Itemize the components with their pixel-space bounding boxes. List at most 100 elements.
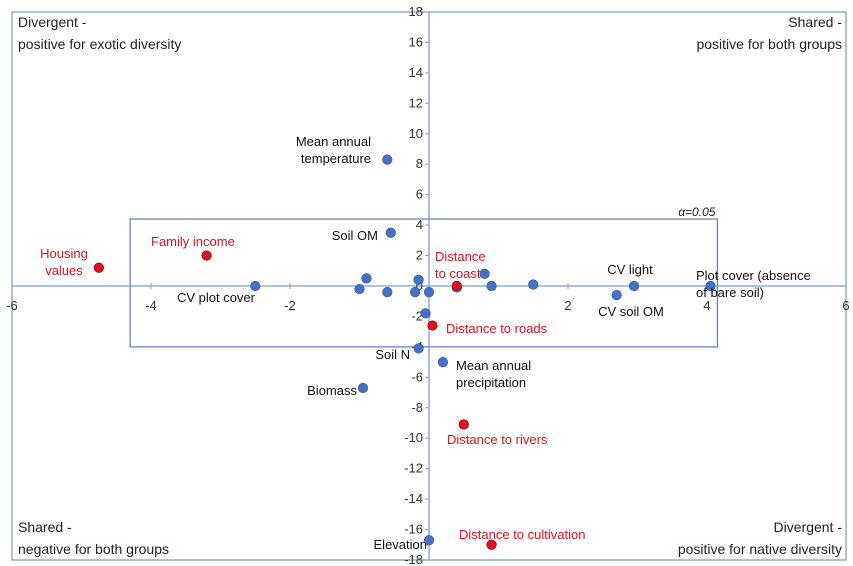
data-point: [93, 262, 104, 273]
x-tick-label: 2: [564, 298, 571, 313]
data-point: [354, 283, 365, 295]
data-point: [427, 320, 438, 331]
y-tick-label: 14: [409, 65, 423, 80]
y-tick-label: 0: [416, 278, 423, 293]
point-label: CV plot cover: [177, 290, 256, 305]
data-point: [357, 382, 369, 394]
data-point: [382, 154, 393, 165]
point-label: Distance to cultivation: [459, 527, 585, 542]
point-label: Soil OM: [332, 228, 378, 243]
quadrant-bottom-left-line1: Shared -: [18, 519, 72, 535]
point-label-line: Distance to rivers: [447, 432, 548, 447]
y-tick-label: 12: [409, 95, 423, 110]
y-tick-label: -16: [404, 522, 423, 537]
point-label-line: Plot cover (absence: [696, 268, 811, 283]
y-tick-label: -6: [411, 369, 423, 384]
point-label-line: values: [45, 263, 83, 278]
point-label-line: Housing: [40, 246, 88, 261]
point-label: Elevation: [374, 537, 427, 552]
point-label-line: Soil OM: [332, 228, 378, 243]
x-tick-label: 6: [842, 298, 849, 313]
quadrant-top-right-line2: positive for both groups: [696, 36, 842, 52]
data-point: [458, 419, 469, 430]
data-point: [250, 280, 261, 292]
data-point: [385, 227, 396, 238]
quadrant-bottom-right-line1: Divergent -: [774, 519, 843, 535]
x-tick-label: -6: [6, 298, 18, 313]
point-label: Mean annual temperature: [296, 134, 371, 166]
point-label: Mean annual precipitation: [456, 358, 531, 390]
x-tick-label: 4: [703, 298, 710, 313]
point-label: Family income: [151, 234, 235, 249]
data-point: [705, 280, 716, 292]
point-label: Soil N: [375, 347, 410, 362]
point-label-line: Family income: [151, 234, 235, 249]
point-label-line: CV soil OM: [598, 304, 664, 319]
data-point: [410, 286, 421, 298]
point-label: Distance to rivers: [447, 432, 548, 447]
y-tick-label: -12: [404, 461, 423, 476]
y-tick-label: -8: [411, 400, 423, 415]
y-tick-label: 4: [416, 217, 423, 232]
point-label: Plot cover (absence of bare soil): [696, 268, 811, 300]
point-label: CV light: [607, 262, 653, 277]
quadrant-labels: Divergent - positive for exotic diversit…: [18, 14, 842, 557]
data-point: [611, 290, 622, 301]
quadrant-bottom-left-line2: negative for both groups: [18, 541, 169, 557]
data-point: [486, 539, 497, 550]
y-tick-label: 8: [416, 156, 423, 171]
point-label-line: Soil N: [375, 347, 410, 362]
y-tick-label: 18: [409, 4, 423, 19]
point-label-line: temperature: [301, 151, 371, 166]
data-points: [93, 154, 716, 550]
quadrant-bottom-right-line2: positive for native diversity: [678, 541, 842, 557]
data-point: [420, 308, 431, 319]
point-label-line: Mean annual: [456, 358, 531, 373]
data-point: [451, 280, 462, 292]
point-label-line: of bare soil): [696, 285, 764, 300]
significance-box: [129, 218, 719, 348]
point-label-line: CV light: [607, 262, 653, 277]
point-label-line: Elevation: [374, 537, 427, 552]
quadrant-top-right-line1: Shared -: [788, 14, 842, 30]
data-point: [479, 268, 490, 279]
y-tick-label: 6: [416, 187, 423, 202]
data-point: [423, 535, 435, 546]
point-label: CV soil OM: [598, 304, 664, 319]
data-point: [201, 250, 212, 261]
point-labels: Mean annual temperature Soil OM Housing valu…: [40, 134, 811, 552]
data-point: [413, 274, 424, 286]
data-point: [628, 280, 640, 292]
y-tick-label: -2: [411, 308, 423, 323]
quadrant-top-left-line1: Divergent -: [18, 14, 87, 30]
y-tick-label: -14: [404, 491, 423, 506]
significance-label: α=0.05: [678, 205, 716, 219]
x-tick-label: -4: [145, 298, 157, 313]
y-tick-label: 16: [409, 34, 423, 49]
point-label-line: CV plot cover: [177, 290, 256, 305]
significance-box-group: α=0.05: [129, 205, 719, 348]
point-label: Housing values: [40, 246, 88, 278]
point-label-line: Distance to roads: [446, 321, 548, 336]
y-tick-label: 10: [409, 126, 423, 141]
point-label-line: precipitation: [456, 375, 526, 390]
data-point: [486, 280, 497, 292]
point-label-line: Mean annual: [296, 134, 371, 149]
y-tick-label: -18: [404, 552, 423, 566]
data-point: [361, 273, 372, 284]
point-label: Distance to roads: [446, 321, 548, 336]
point-label-line: Distance to cultivation: [459, 527, 585, 542]
point-label: Distance to coast: [435, 249, 486, 281]
x-tick-label: -2: [284, 298, 296, 313]
quadrant-top-left-line2: positive for exotic diversity: [18, 36, 181, 52]
data-point: [413, 343, 424, 354]
point-label: Biomass: [307, 383, 357, 398]
point-label-line: to coast: [435, 266, 481, 281]
y-tick-label: -10: [404, 430, 423, 445]
data-point: [423, 286, 435, 298]
point-label-line: Biomass: [307, 383, 357, 398]
data-point: [437, 357, 449, 368]
data-point: [528, 279, 539, 290]
data-point: [382, 286, 393, 298]
